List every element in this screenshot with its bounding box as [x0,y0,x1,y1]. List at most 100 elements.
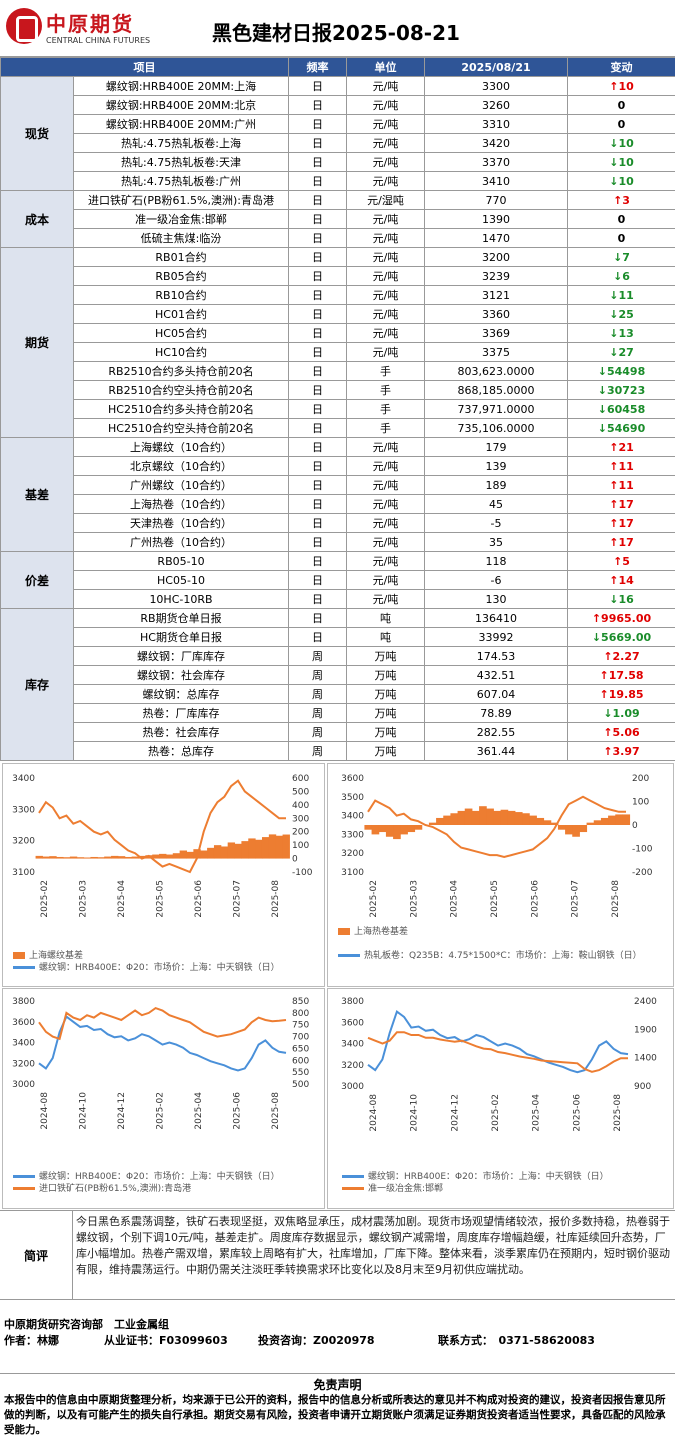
value-cell: 3375 [425,343,568,362]
frequency-cell: 日 [289,248,347,267]
right-tick-label: 0 [292,855,298,865]
unit-cell: 元/吨 [347,571,425,590]
commentary-text: 今日黑色系震荡调整，铁矿石表现坚挺，双焦略显承压，成材震荡加剧。现货市场观望情绪… [76,1214,670,1278]
basis-area-bar [565,825,573,834]
left-tick-label: 3500 [341,793,364,803]
item-cell: 10HC-10RB [74,590,289,609]
chart-2-legend-item-1: 上海热卷基差 [338,926,658,938]
value-cell: 1390 [425,210,568,229]
value-cell: 139 [425,457,568,476]
unit-cell: 万吨 [347,723,425,742]
basis-area-bar [458,811,466,825]
x-tick-label: 2024-08 [369,1094,379,1132]
right-tick-label: 400 [292,801,309,811]
value-cell: 3369 [425,324,568,343]
change-value: 10 [618,80,633,93]
left-tick-label: 3300 [12,805,35,815]
change-cell: ↑9965.00 [568,609,675,628]
right-tick-label: 1900 [634,1025,657,1035]
unit-cell: 元/吨 [347,210,425,229]
frequency-cell: 日 [289,134,347,153]
unit-cell: 元/吨 [347,305,425,324]
unit-cell: 元/吨 [347,533,425,552]
change-value: 1.09 [613,707,640,720]
chart-3-svg: 3800360034003200300085080075070065060055… [3,989,324,1164]
change-value: 0 [618,118,626,131]
item-cell: 螺纹钢:HRB400E 20MM:上海 [74,77,289,96]
x-tick-label: 2025-05 [156,880,166,918]
right-tick-label: 900 [634,1082,651,1092]
x-tick-label: 2025-02 [40,880,50,918]
unit-cell: 万吨 [347,666,425,685]
change-cell: ↓11 [568,286,675,305]
change-value: 7 [622,251,630,264]
x-tick-label: 2025-08 [271,1092,281,1130]
arrow-up-icon: ↑ [599,688,608,701]
basis-area-bar [235,844,242,859]
left-tick-label: 3100 [341,868,364,878]
change-cell: ↑14 [568,571,675,590]
value-cell: 45 [425,495,568,514]
x-tick-label: 2025-02 [369,880,379,918]
logo-chinese: 中原期货 [46,8,134,37]
item-cell: 热卷：厂库库存 [74,704,289,723]
left-tick-label: 3000 [12,1080,35,1090]
frequency-cell: 日 [289,191,347,210]
change-cell: ↓6 [568,267,675,286]
change-cell: ↑17 [568,495,675,514]
item-cell: HC10合约 [74,343,289,362]
basis-area-bar [472,811,480,825]
right-tick-label: 700 [292,1033,309,1043]
basis-area-bar [601,818,609,825]
left-tick-label: 3200 [12,1059,35,1069]
value-cell: 174.53 [425,647,568,666]
basis-area-bar [479,806,487,825]
basis-area-bar [255,840,262,859]
chart-3-legend-item-2: 进口铁矿石(PB粉61.5%,澳洲):青岛港 [13,1183,318,1195]
left-tick-label: 3600 [12,1018,35,1028]
frequency-cell: 日 [289,96,347,115]
value-cell: 189 [425,476,568,495]
value-cell: 361.44 [425,742,568,761]
value-cell: 136410 [425,609,568,628]
right-tick-label: -200 [632,868,653,878]
unit-cell: 元/吨 [347,96,425,115]
right-tick-label: 500 [292,1080,309,1090]
basis-area-bar [104,857,111,859]
basis-area-bar [415,825,423,830]
change-value: 0 [618,99,626,112]
unit-cell: 元/吨 [347,229,425,248]
basis-area-bar [56,857,63,859]
value-cell: 3310 [425,115,568,134]
chart-2-legend: 上海热卷基差 热轧板卷：Q235B：4.75*1500*C：市场价：上海：鞍山钢… [338,926,658,962]
basis-area-bar [241,841,248,858]
change-value: 2.27 [613,650,640,663]
disclaimer: 免责声明 本报告中的信息由中原期货整理分析，均来源于已公开的资料，报告中的信息分… [0,1373,675,1443]
table-row: 天津热卷（10合约）日元/吨-5↑17 [1,514,675,533]
right-tick-label: 1400 [634,1054,657,1064]
frequency-cell: 日 [289,210,347,229]
left-tick-label: 3400 [12,1039,35,1049]
basis-area-bar [501,810,509,825]
frequency-cell: 日 [289,609,347,628]
right-tick-label: 2400 [634,997,657,1007]
right-tick-label: 500 [292,787,309,797]
legend-line-swatch-icon [13,1175,35,1178]
change-cell: ↑3.97 [568,742,675,761]
unit-cell: 元/吨 [347,324,425,343]
